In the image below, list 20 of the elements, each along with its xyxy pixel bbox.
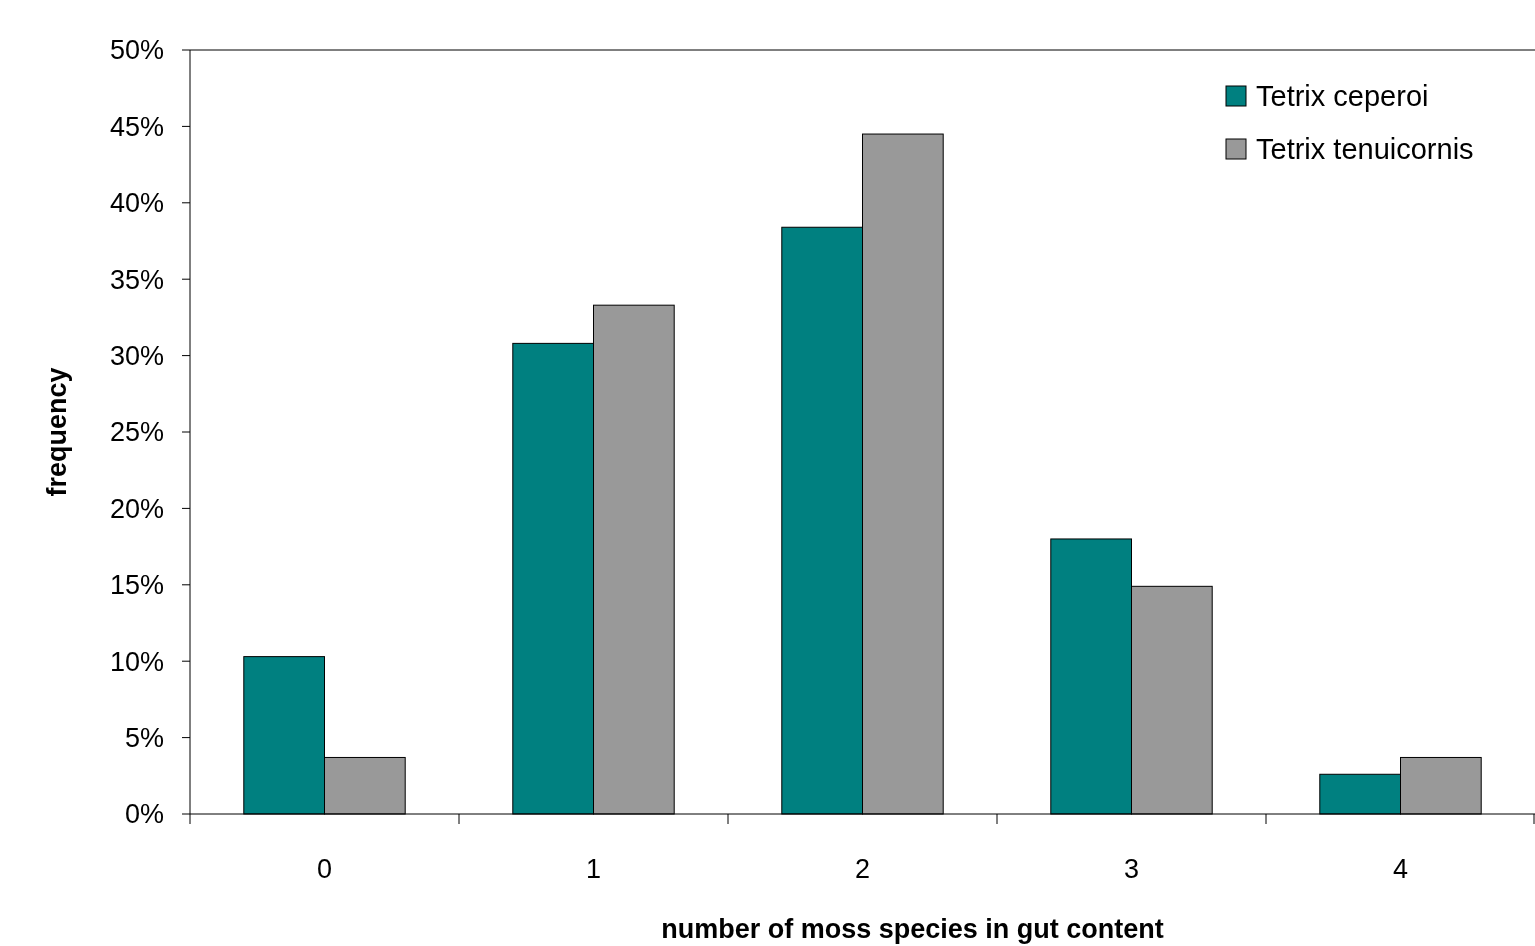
x-tick-label: 0 xyxy=(316,854,333,884)
x-tick-label: 2 xyxy=(854,854,871,884)
legend-label: Tetrix ceperoi xyxy=(1256,80,1429,113)
y-axis-title: frequency xyxy=(42,367,72,497)
x-tick-label: 4 xyxy=(1392,854,1409,884)
x-tick-label: 3 xyxy=(1123,854,1140,884)
y-tick-label: 10% xyxy=(109,646,164,677)
y-tick-label: 25% xyxy=(109,417,164,448)
y-tick-label: 5% xyxy=(124,723,164,754)
x-axis-title: number of moss species in gut content xyxy=(661,914,1164,944)
x-tick-label: 1 xyxy=(585,854,602,884)
y-tick-label: 35% xyxy=(109,264,164,295)
legend-label: Tetrix tenuicornis xyxy=(1256,133,1474,166)
y-tick-label: 20% xyxy=(109,493,164,524)
y-tick-label: 30% xyxy=(109,341,164,372)
y-tick-label: 45% xyxy=(109,111,164,142)
y-tick-label: 40% xyxy=(109,188,164,219)
y-tick-label: 15% xyxy=(109,570,164,601)
y-tick-label: 50% xyxy=(109,35,164,66)
y-tick-label: 0% xyxy=(124,799,164,830)
